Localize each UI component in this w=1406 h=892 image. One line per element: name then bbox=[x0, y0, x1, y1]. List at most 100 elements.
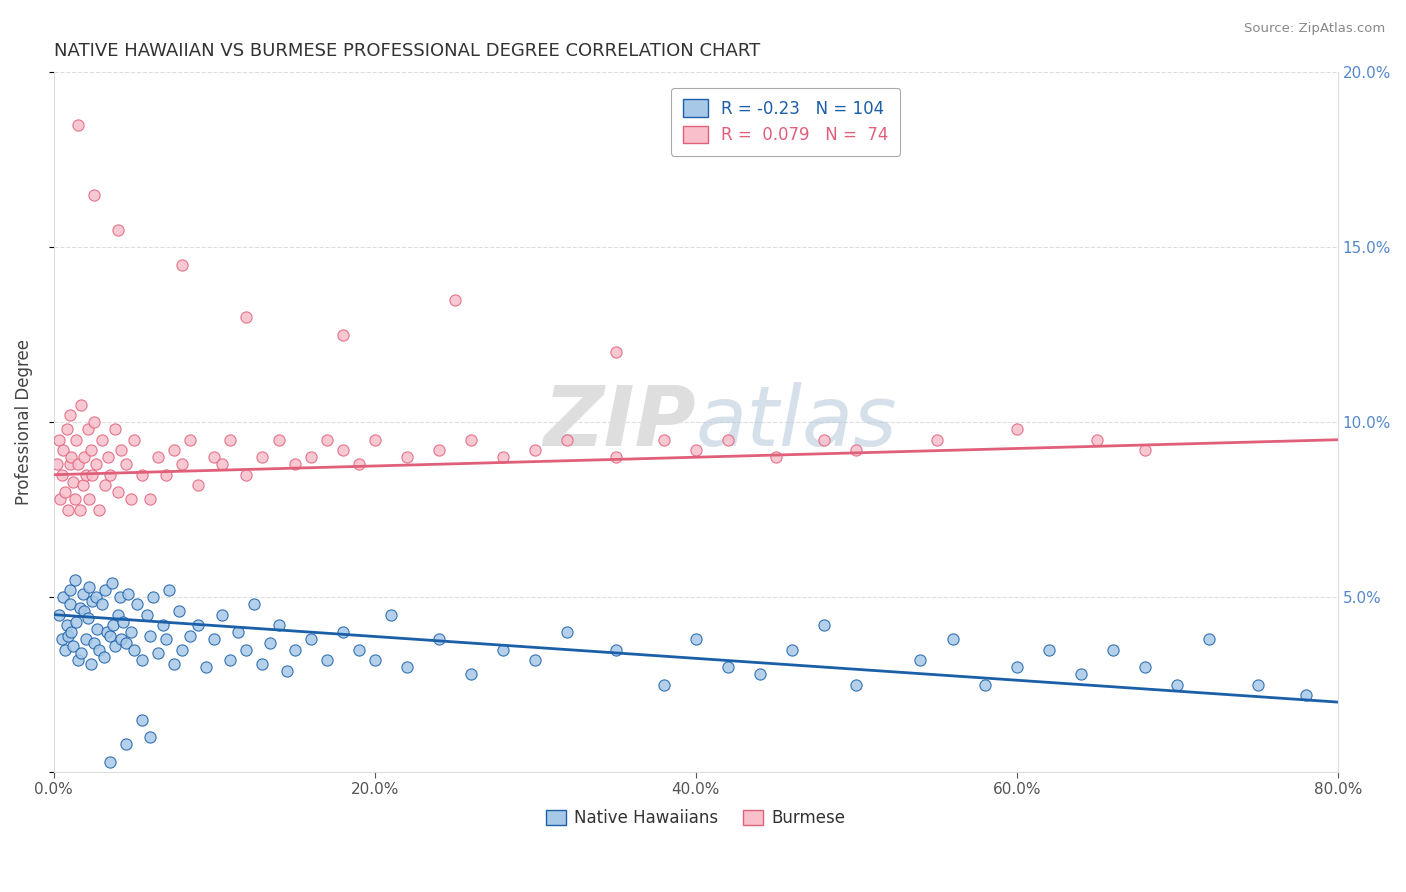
Point bbox=[98, 755, 121, 769]
Point bbox=[60, 450, 83, 465]
Point bbox=[427, 443, 450, 458]
Point bbox=[131, 467, 153, 482]
Y-axis label: Professional Degree: Professional Degree bbox=[15, 339, 32, 505]
Point bbox=[94, 478, 117, 492]
Point bbox=[69, 502, 91, 516]
Point bbox=[717, 660, 740, 674]
Point bbox=[252, 657, 274, 671]
Point bbox=[76, 611, 98, 625]
Point bbox=[91, 433, 114, 447]
Point bbox=[187, 618, 209, 632]
Point bbox=[380, 607, 402, 622]
Point bbox=[59, 409, 82, 423]
Point bbox=[53, 485, 76, 500]
Point bbox=[652, 433, 675, 447]
Point bbox=[75, 467, 97, 482]
Point bbox=[104, 639, 127, 653]
Point bbox=[172, 258, 194, 272]
Point bbox=[195, 660, 218, 674]
Legend: Native Hawaiians, Burmese: Native Hawaiians, Burmese bbox=[540, 802, 852, 834]
Point bbox=[1038, 642, 1060, 657]
Point bbox=[973, 677, 995, 691]
Point bbox=[80, 657, 103, 671]
Point bbox=[55, 618, 77, 632]
Point bbox=[557, 433, 579, 447]
Point bbox=[460, 667, 482, 681]
Point bbox=[60, 625, 83, 640]
Point bbox=[299, 632, 322, 647]
Point bbox=[52, 590, 75, 604]
Point bbox=[163, 657, 186, 671]
Point bbox=[813, 433, 835, 447]
Point bbox=[73, 450, 96, 465]
Point bbox=[460, 433, 482, 447]
Point bbox=[100, 576, 122, 591]
Point bbox=[211, 607, 233, 622]
Point bbox=[1085, 433, 1108, 447]
Point bbox=[110, 632, 132, 647]
Point bbox=[267, 433, 290, 447]
Point bbox=[155, 467, 177, 482]
Point bbox=[364, 433, 387, 447]
Point bbox=[524, 443, 547, 458]
Point bbox=[82, 593, 104, 607]
Point bbox=[96, 625, 118, 640]
Point bbox=[284, 642, 307, 657]
Point bbox=[1246, 677, 1268, 691]
Point bbox=[172, 457, 194, 471]
Point bbox=[84, 590, 107, 604]
Point bbox=[62, 639, 84, 653]
Point bbox=[131, 653, 153, 667]
Point bbox=[845, 677, 868, 691]
Point bbox=[524, 653, 547, 667]
Point bbox=[59, 597, 82, 611]
Point bbox=[163, 443, 186, 458]
Point bbox=[122, 642, 145, 657]
Point bbox=[97, 450, 120, 465]
Point bbox=[46, 457, 69, 471]
Point bbox=[315, 653, 337, 667]
Point bbox=[107, 485, 129, 500]
Point bbox=[276, 664, 298, 678]
Point bbox=[219, 653, 242, 667]
Point bbox=[157, 583, 180, 598]
Point bbox=[1166, 677, 1188, 691]
Point bbox=[444, 293, 467, 307]
Point bbox=[73, 604, 96, 618]
Point bbox=[80, 443, 103, 458]
Point bbox=[62, 475, 84, 489]
Point bbox=[52, 443, 75, 458]
Point bbox=[813, 618, 835, 632]
Point bbox=[259, 635, 281, 649]
Point bbox=[187, 478, 209, 492]
Point bbox=[211, 457, 233, 471]
Point bbox=[115, 635, 138, 649]
Point bbox=[652, 677, 675, 691]
Point bbox=[1133, 443, 1156, 458]
Point bbox=[122, 433, 145, 447]
Point bbox=[48, 607, 70, 622]
Point bbox=[202, 632, 225, 647]
Point bbox=[110, 443, 132, 458]
Point bbox=[1005, 660, 1028, 674]
Point bbox=[94, 583, 117, 598]
Point bbox=[72, 478, 94, 492]
Point bbox=[72, 587, 94, 601]
Point bbox=[925, 433, 948, 447]
Point bbox=[135, 607, 157, 622]
Point bbox=[605, 450, 627, 465]
Point bbox=[315, 433, 337, 447]
Point bbox=[179, 433, 201, 447]
Point bbox=[252, 450, 274, 465]
Point bbox=[84, 457, 107, 471]
Point bbox=[152, 618, 174, 632]
Point bbox=[1198, 632, 1220, 647]
Point bbox=[83, 187, 105, 202]
Point bbox=[63, 492, 86, 507]
Point bbox=[98, 629, 121, 643]
Point bbox=[228, 625, 250, 640]
Point bbox=[107, 223, 129, 237]
Point bbox=[58, 629, 80, 643]
Point bbox=[332, 443, 354, 458]
Point bbox=[139, 492, 162, 507]
